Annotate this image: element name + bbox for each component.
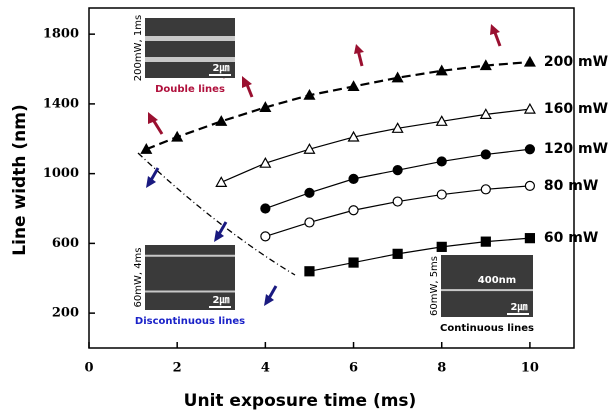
point xyxy=(479,108,492,119)
point xyxy=(259,101,272,112)
inset-width-label: 400nm xyxy=(478,275,516,286)
y-tick-label: 200 xyxy=(52,306,79,321)
plot-frame xyxy=(88,7,575,349)
point xyxy=(524,233,536,244)
point xyxy=(260,231,271,242)
point xyxy=(304,217,315,228)
point xyxy=(348,257,359,268)
point xyxy=(391,122,404,133)
y-tick-label: 1400 xyxy=(43,96,79,111)
inset-line xyxy=(145,36,235,41)
point xyxy=(348,173,359,184)
inset-scale: 2㎛ xyxy=(213,63,230,74)
point xyxy=(303,142,316,154)
point xyxy=(479,59,492,71)
point xyxy=(260,203,271,214)
point xyxy=(524,144,536,155)
x-tick-label: 4 xyxy=(261,361,270,376)
x-tick-label: 8 xyxy=(437,361,446,376)
point xyxy=(215,176,228,187)
inset-scale: 2㎛ xyxy=(213,295,230,306)
x-tick-label: 0 xyxy=(84,361,93,376)
x-tick-label: 2 xyxy=(173,361,182,376)
series-label: 160 mW xyxy=(544,101,608,117)
x-axis-title: Unit exposure time (ms) xyxy=(184,391,417,411)
point xyxy=(435,115,448,126)
point xyxy=(304,266,315,277)
inset-caption: Double lines xyxy=(155,84,225,95)
y-axis-title: Line width (nm) xyxy=(10,104,30,255)
series-line xyxy=(309,237,530,272)
y-tick-label: 600 xyxy=(52,236,79,251)
inset-caption: Continuous lines xyxy=(440,323,534,334)
inset-side-label: 200mW, 1ms xyxy=(133,15,144,81)
inset-line xyxy=(145,290,235,293)
point xyxy=(436,241,447,252)
x-tick-label: 10 xyxy=(521,361,539,376)
arrow-heads xyxy=(146,176,274,306)
point xyxy=(303,88,316,100)
point xyxy=(140,142,153,154)
point xyxy=(523,55,536,67)
point xyxy=(523,102,536,114)
point xyxy=(480,184,491,195)
point xyxy=(347,130,360,142)
point xyxy=(392,165,403,176)
y-tick-label: 1000 xyxy=(43,166,79,181)
series-label: 60 mW xyxy=(544,230,598,246)
y-tick-label: 1800 xyxy=(43,27,79,42)
point xyxy=(391,71,404,83)
inset-line xyxy=(441,289,533,292)
point xyxy=(171,130,184,142)
point xyxy=(348,205,359,216)
series-label: 200 mW xyxy=(544,54,608,70)
inset-side-label: 60mW, 5ms xyxy=(429,256,440,316)
boundary-curve xyxy=(137,152,296,276)
point xyxy=(480,149,491,160)
series-label: 80 mW xyxy=(544,178,598,194)
inset-line xyxy=(145,254,235,257)
inset-image xyxy=(441,255,533,317)
point xyxy=(436,156,447,167)
point xyxy=(347,80,360,92)
point xyxy=(259,156,272,168)
inset-caption: Discontinuous lines xyxy=(135,316,245,327)
x-tick-label: 6 xyxy=(349,361,358,376)
series-line xyxy=(221,108,530,183)
point xyxy=(524,180,536,191)
point xyxy=(392,196,403,207)
series-label: 120 mW xyxy=(544,141,608,157)
point xyxy=(435,64,448,76)
inset-line xyxy=(145,57,235,62)
point xyxy=(480,236,491,247)
inset-side-label: 60mW, 4ms xyxy=(133,247,144,307)
point xyxy=(304,187,315,198)
point xyxy=(215,115,228,126)
point xyxy=(392,248,403,259)
inset-image xyxy=(145,18,235,78)
inset-scale: 2㎛ xyxy=(511,302,528,313)
point xyxy=(436,189,447,200)
series-line xyxy=(145,60,530,151)
